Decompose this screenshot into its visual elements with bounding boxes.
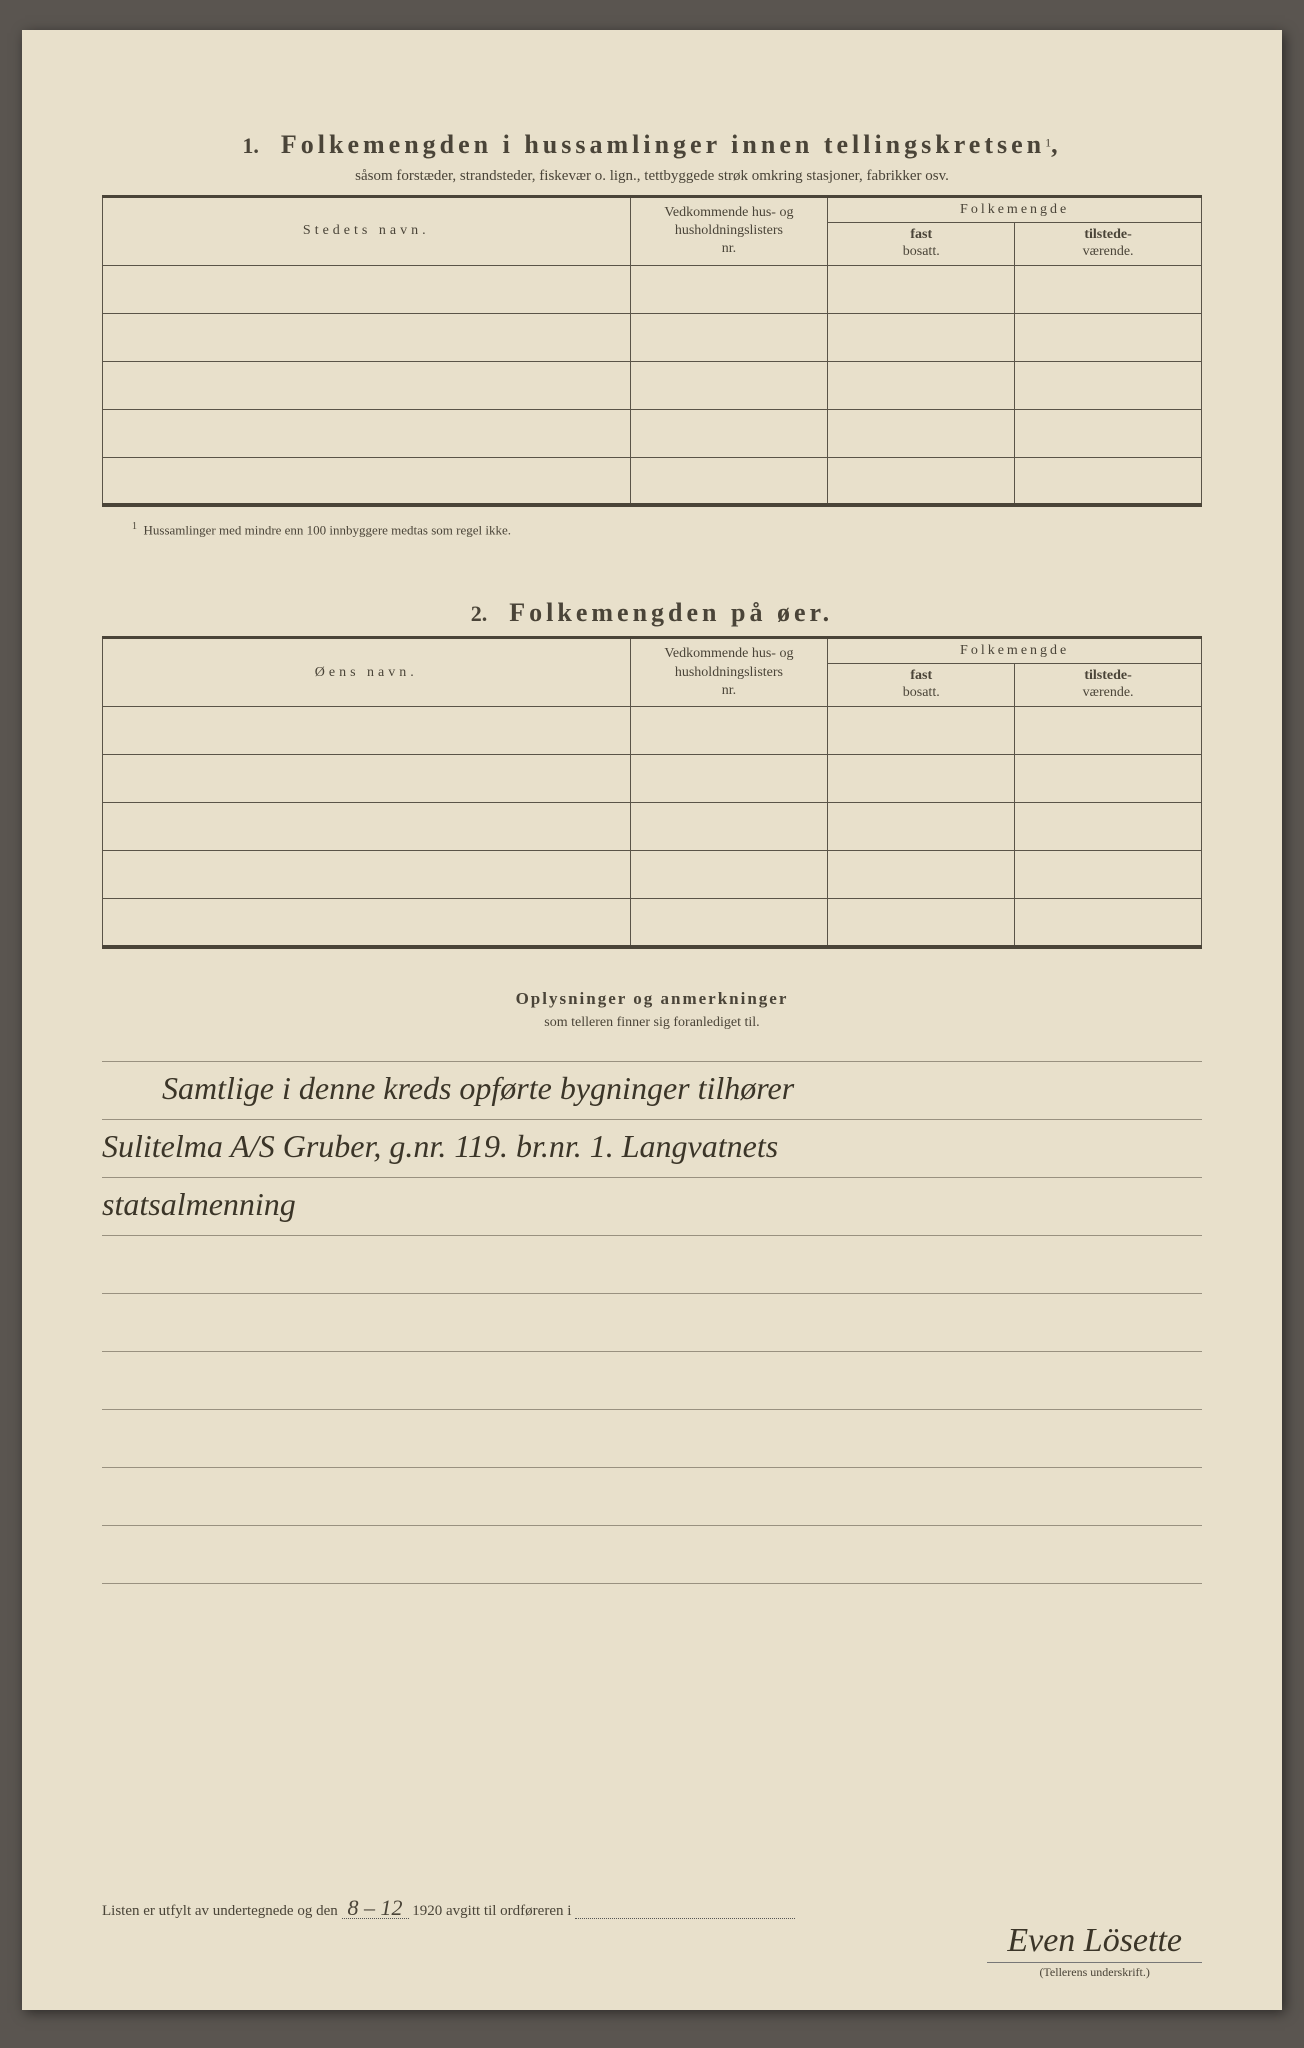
table-row <box>103 755 1202 803</box>
handwritten-line-2: Sulitelma A/S Gruber, g.nr. 119. br.nr. … <box>102 1117 778 1175</box>
handwritten-line-1: Samtlige i denne kreds opførte bygninger… <box>162 1059 794 1117</box>
section1-title: Folkemengden i hussamlinger innen tellin… <box>281 130 1045 159</box>
rule-line <box>102 1351 1202 1409</box>
section2-table: Øens navn. Vedkommende hus- og husholdni… <box>102 636 1202 948</box>
section1-number: 1. <box>242 133 259 158</box>
section1-table: Stedets navn. Vedkommende hus- og hushol… <box>102 195 1202 507</box>
section1-col-place: Stedets navn. <box>103 197 631 266</box>
signature-block: Even Lösette (Tellerens underskrift.) <box>987 1922 1202 1980</box>
section1-col-listnr: Vedkommende hus- og husholdningslisters … <box>630 197 828 266</box>
section1-col-popgroup: Folkemengde <box>828 197 1202 223</box>
footer-date-handwritten: 8 – 12 <box>342 1898 409 1919</box>
rule-line <box>102 1235 1202 1293</box>
signature-label: (Tellerens underskrift.) <box>987 1965 1202 1980</box>
section1-subtitle: såsom forstæder, strandsteder, fiskevær … <box>102 168 1202 185</box>
signature-handwritten: Even Lösette <box>987 1922 1202 1963</box>
section2-col-popgroup: Folkemengde <box>828 638 1202 664</box>
table-row <box>103 409 1202 457</box>
table-row <box>103 803 1202 851</box>
section2-col-fast: fast bosatt. <box>828 664 1015 707</box>
section2-number: 2. <box>471 601 488 626</box>
table-row <box>103 707 1202 755</box>
footer-text: Listen er utfylt av undertegnede og den … <box>102 1898 1202 1920</box>
section1-heading: 1. Folkemengden i hussamlinger innen tel… <box>102 130 1202 160</box>
rule-line <box>102 1409 1202 1467</box>
footer-ordforeren-blank <box>575 1898 795 1919</box>
section2-col-place: Øens navn. <box>103 638 631 707</box>
section1-col-tilstede: tilstede- værende. <box>1015 223 1202 266</box>
remarks-heading: Oplysninger og anmerkninger <box>102 989 1202 1009</box>
document-page: 1. Folkemengden i hussamlinger innen tel… <box>22 30 1282 2010</box>
section2-title: Folkemengden på øer. <box>509 598 833 627</box>
section1-col-fast: fast bosatt. <box>828 223 1015 266</box>
section2-tbody <box>103 707 1202 947</box>
rule-line <box>102 1583 1202 1641</box>
remarks-subtitle: som telleren finner sig foranlediget til… <box>102 1015 1202 1031</box>
table-row <box>103 361 1202 409</box>
rule-line <box>102 1293 1202 1351</box>
section1-footnote: 1 Hussamlinger med mindre enn 100 innbyg… <box>132 521 1202 538</box>
section1-tbody <box>103 265 1202 505</box>
rule-line <box>102 1525 1202 1583</box>
table-row <box>103 457 1202 505</box>
table-row <box>103 851 1202 899</box>
table-row <box>103 313 1202 361</box>
section2-col-listnr: Vedkommende hus- og husholdningslisters … <box>630 638 828 707</box>
section2-col-tilstede: tilstede- værende. <box>1015 664 1202 707</box>
remarks-title: Oplysninger og anmerkninger <box>516 989 789 1008</box>
handwritten-line-3: statsalmenning <box>102 1175 296 1233</box>
footer: Listen er utfylt av undertegnede og den … <box>102 1898 1202 1920</box>
remarks-lined-area: Samtlige i denne kreds opførte bygninger… <box>102 1061 1202 1641</box>
rule-line <box>102 1467 1202 1525</box>
section2-heading: 2. Folkemengden på øer. <box>102 598 1202 628</box>
table-row <box>103 265 1202 313</box>
table-row <box>103 899 1202 947</box>
